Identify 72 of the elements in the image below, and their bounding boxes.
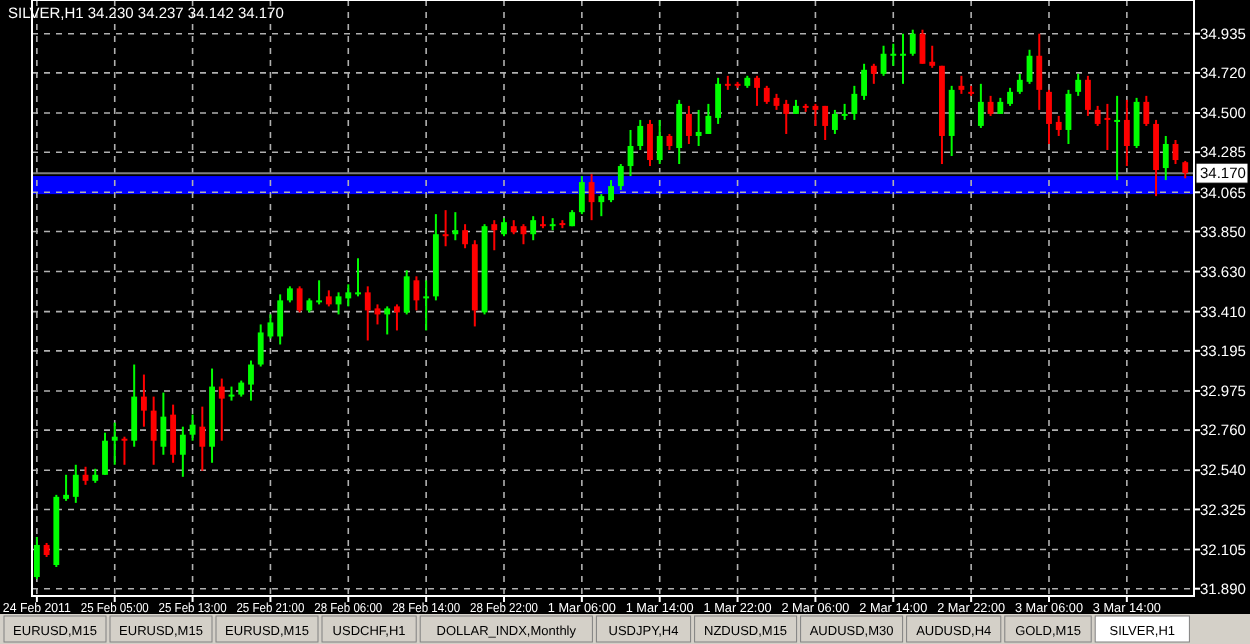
candlestick: [394, 303, 400, 332]
candlestick: [423, 279, 430, 332]
candlestick: [141, 373, 147, 428]
candlestick: [199, 405, 206, 472]
candlestick: [491, 219, 498, 252]
candlestick: [822, 104, 829, 141]
candlestick: [900, 32, 906, 85]
candlestick: [257, 323, 264, 368]
candlestick: [150, 395, 157, 466]
candlestick: [676, 98, 683, 166]
candlestick: [685, 104, 692, 145]
candlestick: [1046, 88, 1052, 145]
candlestick: [647, 118, 653, 168]
candlestick: [958, 74, 965, 95]
candlestick: [1162, 134, 1169, 182]
candlestick: [218, 377, 225, 442]
candlestick: [72, 463, 79, 504]
candlestick: [1143, 94, 1150, 127]
candlestick: [948, 84, 955, 158]
candlestick: [170, 403, 177, 464]
candlestick: [608, 179, 614, 204]
candlestick: [413, 275, 420, 312]
candlestick: [870, 62, 877, 85]
candlestick: [1153, 118, 1159, 198]
candlestick: [277, 293, 284, 346]
candlestick: [588, 173, 595, 222]
candlestick: [754, 74, 760, 107]
candlestick: [102, 431, 108, 476]
candlestick: [783, 98, 790, 135]
candlestick: [442, 209, 449, 248]
candlestick: [384, 305, 391, 336]
candlestick: [1133, 96, 1140, 149]
candlestick: [929, 44, 936, 69]
candlestick: [364, 285, 371, 342]
candlestick: [452, 211, 459, 242]
candlestick: [617, 163, 624, 192]
candlestick: [987, 94, 994, 117]
candlestick: [1114, 94, 1121, 182]
candlestick: [715, 76, 722, 125]
candlestick: [637, 118, 644, 151]
candlestick: [578, 175, 585, 216]
candlestick: [831, 108, 838, 135]
candlestick: [1016, 72, 1023, 95]
candlestick: [977, 82, 984, 129]
candlestick: [462, 223, 468, 250]
candlestick: [160, 391, 167, 456]
candlestick: [1075, 72, 1082, 97]
candlestick: [1007, 86, 1013, 107]
candlestick: [131, 363, 138, 448]
candlestick: [248, 359, 254, 402]
candlestick: [296, 285, 303, 314]
candlestick: [1123, 98, 1130, 168]
candlestick: [763, 84, 770, 105]
candlestick: [598, 193, 605, 218]
candlestick: [1036, 32, 1043, 111]
candlestick: [861, 62, 868, 101]
candlestick: [33, 535, 40, 581]
candlestick: [890, 42, 897, 67]
candlestick: [656, 118, 663, 166]
candlestick: [1085, 74, 1091, 117]
candlestick: [316, 279, 323, 306]
candlestick: [909, 28, 916, 57]
candlestick: [1055, 114, 1062, 137]
candlestick: [345, 283, 352, 308]
candlestick: [501, 217, 507, 238]
candlestick: [851, 84, 858, 121]
candlestick: [111, 421, 118, 466]
candlestick: [63, 473, 69, 502]
candlestick: [530, 215, 537, 242]
candlestick: [403, 269, 410, 316]
candlestick: [355, 257, 361, 298]
candlestick: [179, 425, 186, 478]
